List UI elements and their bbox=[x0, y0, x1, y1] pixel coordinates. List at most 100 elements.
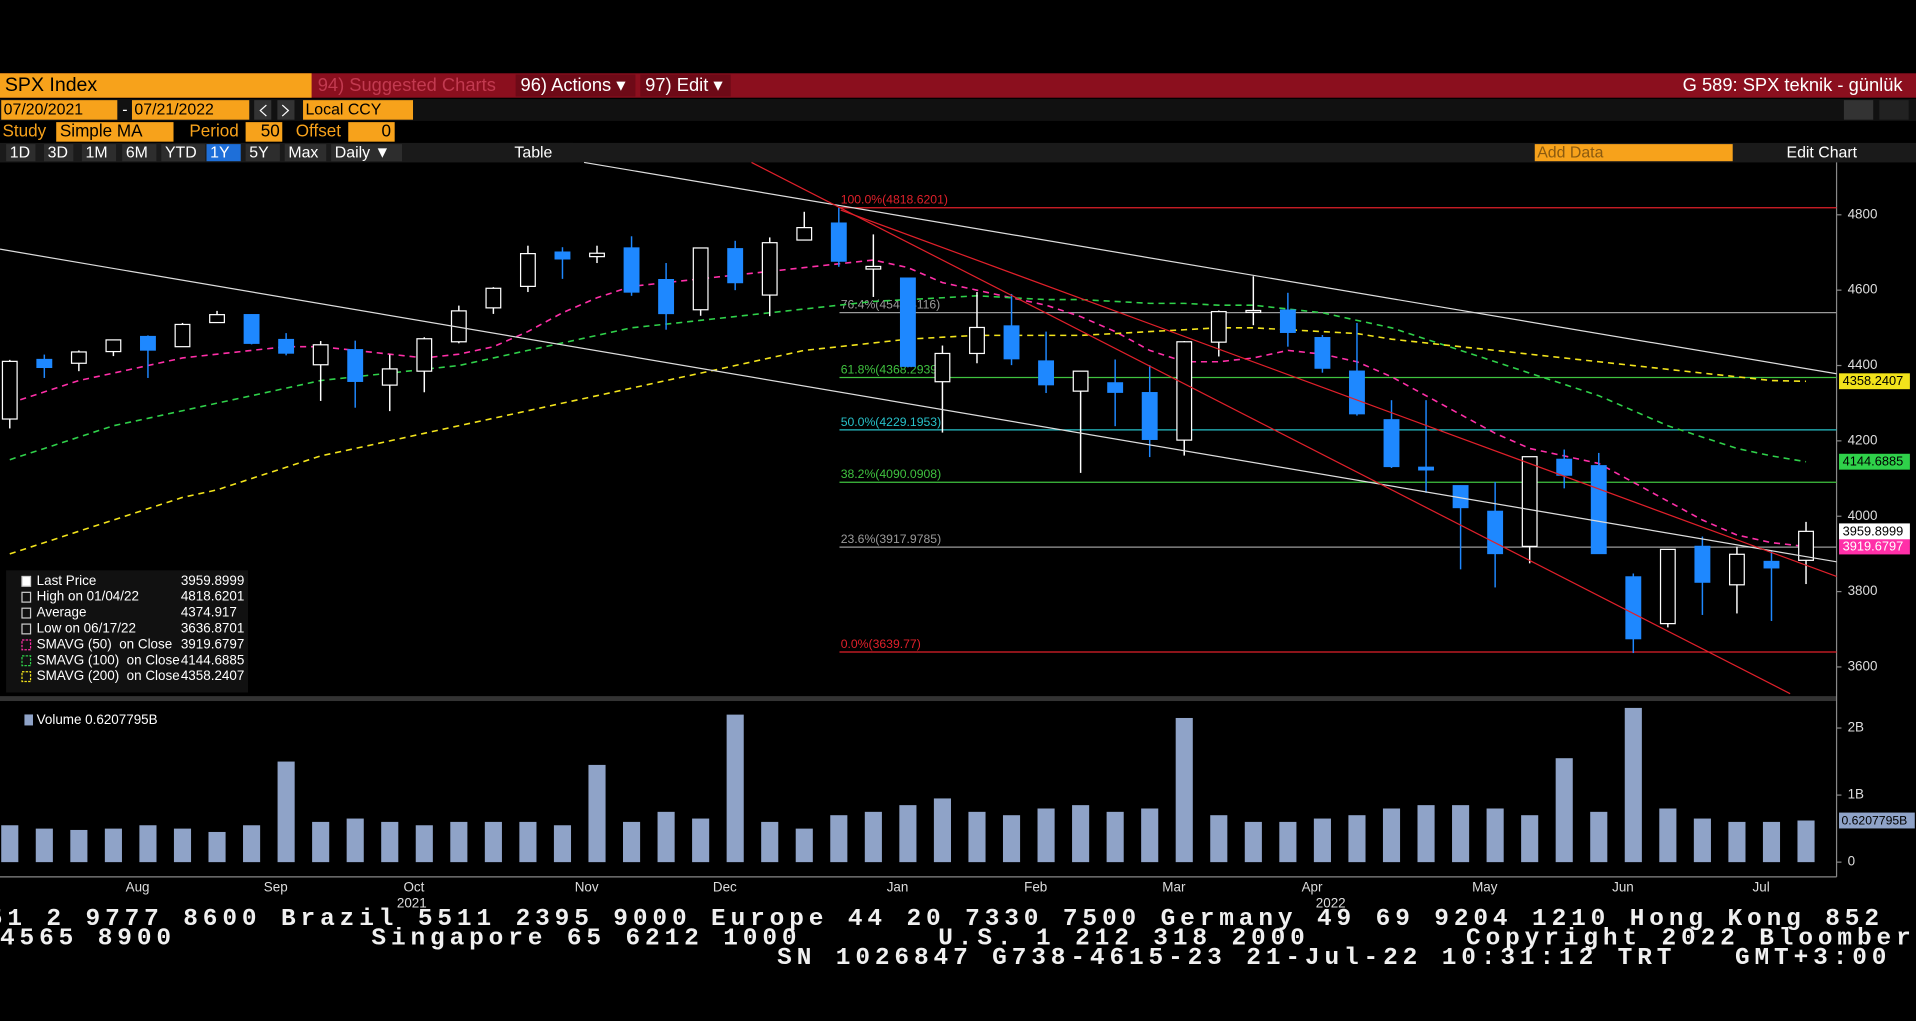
edit-button[interactable] bbox=[640, 74, 731, 97]
study-box[interactable] bbox=[56, 122, 174, 142]
candle-body bbox=[209, 314, 225, 324]
offset-box[interactable] bbox=[348, 122, 395, 142]
period-value[interactable]: 50 bbox=[261, 121, 280, 140]
value-tag bbox=[1839, 538, 1910, 555]
legend-swatch bbox=[21, 639, 32, 651]
candle-body bbox=[865, 265, 882, 270]
volume-bar bbox=[1037, 808, 1055, 863]
candle-body bbox=[1694, 545, 1711, 583]
ticker-line: 51 2 9777 8600 Brazil 5511 2395 9000 Eur… bbox=[0, 906, 1884, 933]
legend-box bbox=[6, 570, 249, 693]
add-data-box[interactable] bbox=[1534, 144, 1733, 162]
volume-bar bbox=[1521, 815, 1539, 863]
candle-body bbox=[969, 326, 985, 355]
candle-body bbox=[589, 252, 605, 258]
range-button[interactable] bbox=[6, 144, 36, 162]
volume-bar bbox=[933, 798, 951, 863]
range-label[interactable]: 3D bbox=[48, 144, 68, 161]
range-button[interactable] bbox=[81, 144, 117, 162]
range-button[interactable] bbox=[331, 144, 403, 162]
candle-body bbox=[1728, 553, 1745, 586]
edit-chart[interactable]: Edit Chart bbox=[1786, 144, 1857, 161]
add-data[interactable]: Add Data bbox=[1537, 144, 1603, 161]
volume-bar bbox=[70, 829, 88, 863]
undo[interactable] bbox=[1843, 100, 1874, 120]
start-box[interactable] bbox=[1, 100, 118, 120]
legend-swatch bbox=[21, 671, 32, 683]
candle-body bbox=[278, 338, 295, 354]
security-box[interactable] bbox=[0, 73, 312, 98]
redo[interactable] bbox=[1879, 100, 1909, 120]
prev-button[interactable] bbox=[254, 100, 272, 120]
security[interactable]: SPX Index bbox=[5, 74, 98, 96]
y-tick-label: 3800 bbox=[1848, 583, 1878, 598]
volume-bar bbox=[657, 811, 675, 863]
end-date[interactable]: 07/21/2022 bbox=[134, 102, 214, 119]
value-tag bbox=[1839, 373, 1910, 390]
offset-label: Offset bbox=[296, 121, 342, 140]
table[interactable]: Table bbox=[514, 144, 552, 161]
candle-body bbox=[312, 344, 329, 366]
x-tick-label: Jul bbox=[1753, 879, 1770, 894]
range-label[interactable]: 1Y bbox=[210, 144, 230, 161]
volume-bar bbox=[1417, 805, 1435, 863]
volume-bar bbox=[1452, 805, 1470, 863]
candle-body bbox=[485, 287, 502, 309]
start-date[interactable]: 07/20/2021 bbox=[4, 102, 84, 119]
ccy-box[interactable] bbox=[303, 100, 414, 120]
price-panel: 3600 3800 4000 4200 4400 4600 4800 100.0%(4818.… bbox=[1, 193, 1910, 673]
y-tick-label: 1B bbox=[1848, 787, 1864, 802]
currency[interactable]: Local CCY bbox=[305, 102, 381, 119]
range-button[interactable] bbox=[245, 144, 280, 162]
range-bar bbox=[0, 98, 1916, 121]
actions[interactable]: 96) Actions ▾ bbox=[521, 74, 626, 95]
range-label[interactable]: Daily ▼ bbox=[335, 144, 390, 161]
candle-body bbox=[1003, 325, 1020, 360]
volume-bar bbox=[1693, 818, 1711, 863]
range-label[interactable]: 6M bbox=[126, 144, 148, 161]
candle-body bbox=[519, 253, 536, 288]
fib-label: 61.8%(4368.2939) bbox=[841, 362, 941, 376]
range-label[interactable]: 1D bbox=[10, 144, 30, 161]
period-box[interactable] bbox=[245, 122, 283, 142]
volume-bar bbox=[623, 821, 641, 863]
range-button[interactable] bbox=[161, 144, 206, 162]
trend-line bbox=[583, 161, 1837, 375]
range-button[interactable] bbox=[122, 144, 157, 162]
suggested-charts[interactable]: 94) Suggested Charts bbox=[318, 74, 496, 95]
candle-body bbox=[1072, 370, 1089, 392]
x-tick-label: May bbox=[1472, 879, 1498, 894]
next-button[interactable] bbox=[277, 100, 295, 120]
range-button[interactable] bbox=[284, 144, 327, 162]
range-sep: - bbox=[122, 102, 127, 119]
range-label[interactable]: Max bbox=[288, 144, 318, 161]
volume-bar bbox=[795, 828, 813, 863]
legend-value: 3959.8999 bbox=[181, 573, 244, 588]
volume-bar bbox=[1486, 808, 1504, 863]
y-tick-label: 0 bbox=[1848, 854, 1855, 869]
volume-bar bbox=[864, 811, 882, 863]
offset-value[interactable]: 0 bbox=[382, 121, 392, 140]
volume-bar bbox=[1313, 818, 1331, 863]
range-label[interactable]: 5Y bbox=[249, 144, 269, 161]
edit[interactable]: 97) Edit ▾ bbox=[645, 74, 722, 95]
legend-value: 4374.917 bbox=[181, 605, 237, 620]
study-value[interactable]: Simple MA bbox=[60, 121, 143, 140]
legend-swatch bbox=[21, 623, 32, 635]
volume-bar bbox=[1210, 815, 1228, 863]
candle-body bbox=[105, 339, 122, 353]
volume-bar bbox=[381, 821, 399, 863]
candle-body bbox=[174, 323, 191, 348]
volume-bar bbox=[1279, 821, 1297, 863]
range-button[interactable] bbox=[43, 144, 74, 162]
candle-body bbox=[1418, 466, 1434, 471]
table-button[interactable] bbox=[499, 142, 574, 163]
volume-bar bbox=[1762, 821, 1781, 863]
range-label[interactable]: YTD bbox=[165, 144, 197, 161]
legend: Last Price 3959.8999 High on 01/04/22 4818.… bbox=[21, 573, 244, 683]
range-label[interactable]: 1M bbox=[86, 144, 108, 161]
range-button[interactable] bbox=[206, 144, 241, 162]
actions-button[interactable] bbox=[515, 74, 636, 97]
end-box[interactable] bbox=[131, 100, 250, 120]
candle-body bbox=[347, 349, 364, 382]
